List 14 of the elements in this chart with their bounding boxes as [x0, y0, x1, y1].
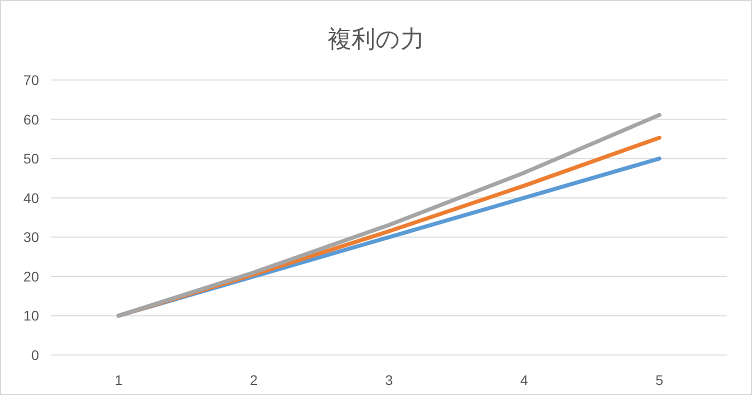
x-tick-label: 4 — [520, 372, 528, 388]
x-tick-label: 1 — [114, 372, 123, 388]
x-tick-label: 2 — [250, 372, 258, 388]
x-tick-label: 5 — [656, 372, 664, 388]
y-tick-label: 0 — [31, 347, 40, 363]
y-tick-label: 20 — [23, 268, 40, 284]
y-tick-label: 10 — [23, 308, 40, 324]
y-tick-label: 60 — [23, 111, 40, 128]
chart-title: 複利の力 — [328, 26, 424, 53]
y-tick-label: 40 — [23, 190, 40, 206]
x-tick-label: 3 — [385, 372, 394, 388]
y-tick-label: 50 — [23, 150, 40, 167]
y-tick-label: 30 — [23, 229, 40, 246]
y-tick-label: 70 — [23, 72, 40, 88]
